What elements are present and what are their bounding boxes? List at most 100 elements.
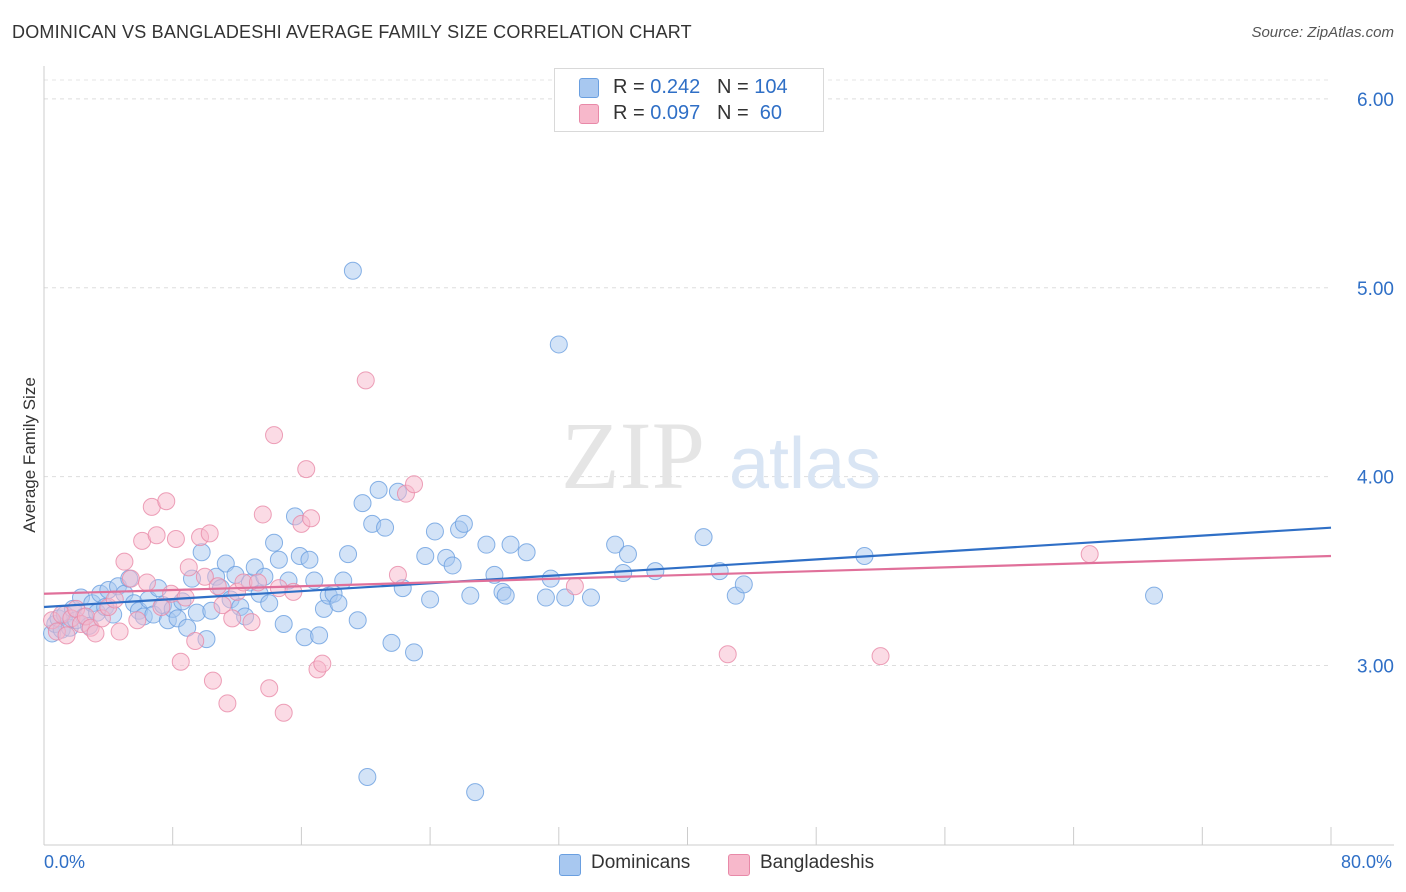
data-point [147,526,166,545]
data-point [265,426,284,445]
data-point [443,556,462,575]
data-point [710,562,729,581]
data-point [718,645,737,664]
trend-lines [43,526,1332,609]
data-point [137,573,156,592]
data-point [105,590,124,609]
trend-line-bangladeshis [43,554,1332,595]
data-point [192,543,211,562]
data-point [565,577,584,596]
data-point [310,626,329,645]
bottom-legend-swatch [728,854,750,876]
x-tick-label-min: 0.0% [44,852,86,872]
data-point [1145,586,1164,605]
data-point [208,577,227,596]
y-tick-label: 3.00 [1357,657,1394,678]
data-point [223,609,242,628]
legend-n-label: N = [716,102,755,124]
data-point [166,530,185,548]
axes [43,66,1394,846]
data-point [57,626,76,645]
data-point [405,475,424,494]
data-point [121,569,140,588]
data-point [334,571,353,590]
data-point [425,522,444,541]
y-tick-labels: 3.00 4.00 5.00 6.00 [1357,90,1394,678]
data-point [454,514,473,533]
data-point [614,564,633,582]
data-point [218,694,237,713]
source-label: Source: ZipAtlas.com [1251,24,1394,41]
data-point [376,518,395,537]
watermark: ZIP atlas [561,402,881,509]
watermark-atlas: atlas [729,424,881,504]
data-point [353,494,372,513]
legend-n-value: 104 [754,76,788,98]
legend-swatch-dominicans [579,78,599,98]
data-point [178,618,197,637]
data-point [501,535,520,554]
legend-swatch-bangladeshis [579,104,599,124]
data-point [348,611,367,630]
data-point [253,505,272,524]
data-point [618,545,637,564]
data-point [269,550,288,569]
watermark-zip: ZIP [561,402,705,509]
trend-line-dominicans [43,526,1332,609]
data-point [421,590,440,609]
legend-n-value: 60 [754,102,783,124]
data-point [195,567,214,586]
data-point [200,524,219,543]
data-point [1080,545,1099,564]
data-point [157,492,176,511]
data-point [300,550,319,569]
bottom-legend-swatch [559,854,581,876]
data-point [242,613,261,632]
data-point [128,611,147,630]
data-point [86,624,105,643]
bottom-legend-label: Bangladeshis [760,852,875,873]
y-tick-label: 5.00 [1357,279,1394,300]
data-point [477,535,496,554]
data-point [313,654,332,673]
data-point [179,558,198,577]
data-point [416,547,435,565]
data-point [186,632,205,650]
data-point [329,594,348,613]
data-point [115,552,134,571]
data-point [274,615,293,633]
data-point [343,261,362,280]
data-point [871,647,890,666]
y-tick-label: 4.00 [1357,468,1394,489]
data-point [405,643,424,662]
data-point [369,480,388,499]
data-point [356,371,375,390]
legend-r-value: 0.242 [650,76,701,98]
data-point [358,768,377,786]
data-point [382,633,401,652]
data-point [152,598,171,616]
data-point [461,586,480,605]
data-point [302,509,321,528]
correlation-legend: R = 0.242 N = 104 R = 0.097 N = 60 [554,68,824,132]
data-point [536,588,555,607]
data-point [466,783,485,802]
data-point [171,652,190,671]
data-point [581,588,600,607]
data-points [43,261,1164,802]
data-point [606,535,625,554]
data-point [517,543,536,562]
data-point [734,575,753,594]
data-point [110,622,129,641]
data-point [694,528,713,547]
data-point [260,679,279,698]
y-axis-label: Average Family Size [20,377,39,533]
data-point [388,565,407,584]
bottom-legend-label: Dominicans [591,852,691,873]
data-point [496,586,515,605]
data-point [274,703,293,722]
legend-n-label: N = [716,76,755,98]
data-point [260,594,279,613]
chart-title: DOMINICAN VS BANGLADESHI AVERAGE FAMILY … [12,22,692,42]
legend-r-label: R = [613,102,651,124]
